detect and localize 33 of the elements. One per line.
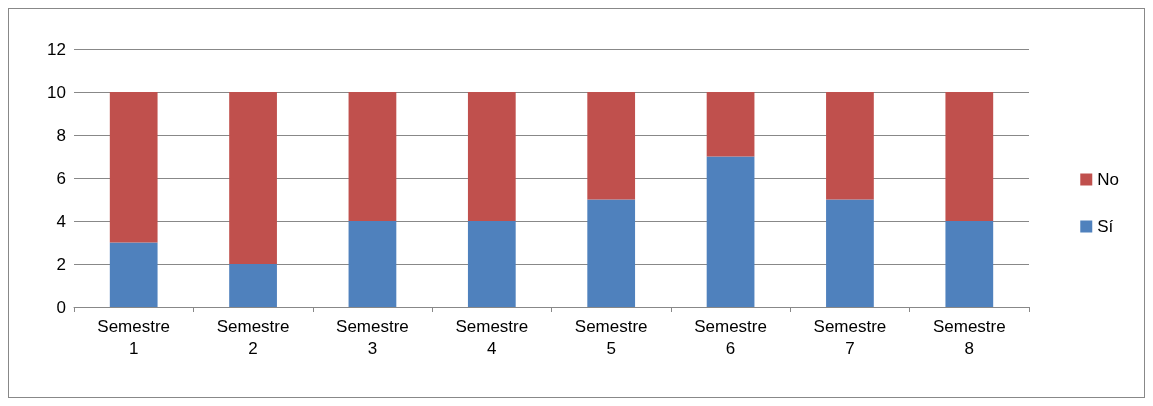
- x-tick-label: Semestre 7: [813, 316, 887, 358]
- y-tick-label: 2: [56, 254, 66, 274]
- x-tick-label: Semestre 2: [216, 316, 290, 358]
- x-tick-label: Semestre 1: [97, 316, 171, 358]
- bar: [826, 199, 874, 307]
- y-tick-label: 8: [56, 125, 66, 145]
- y-tick-label: 0: [56, 297, 66, 317]
- y-tick-label: 6: [56, 168, 66, 188]
- bar: [229, 92, 277, 264]
- x-tick-label: Semestre 4: [455, 316, 529, 358]
- bar: [348, 221, 397, 307]
- bar: [467, 221, 516, 307]
- bar: [706, 156, 755, 307]
- x-tick-label: Semestre 8: [932, 316, 1006, 358]
- x-tick-label: Semestre 6: [694, 316, 767, 358]
- x-tick-label: Semestre 3: [336, 316, 409, 358]
- bar: [706, 92, 755, 157]
- bar: [229, 264, 277, 307]
- bar: [587, 199, 636, 307]
- x-tick-label: Semestre 5: [574, 316, 648, 358]
- bar: [348, 92, 397, 221]
- y-tick-label: 12: [47, 39, 66, 59]
- legend-label: Sí: [1097, 217, 1114, 236]
- bar: [945, 92, 994, 221]
- y-tick-label: 10: [47, 82, 66, 102]
- bar: [945, 221, 994, 307]
- legend-label: No: [1097, 170, 1119, 189]
- bar: [467, 92, 516, 221]
- bar: [587, 92, 636, 200]
- bar: [826, 92, 874, 200]
- bar: [109, 92, 158, 243]
- bar: [109, 242, 158, 307]
- y-tick-label: 4: [56, 211, 66, 231]
